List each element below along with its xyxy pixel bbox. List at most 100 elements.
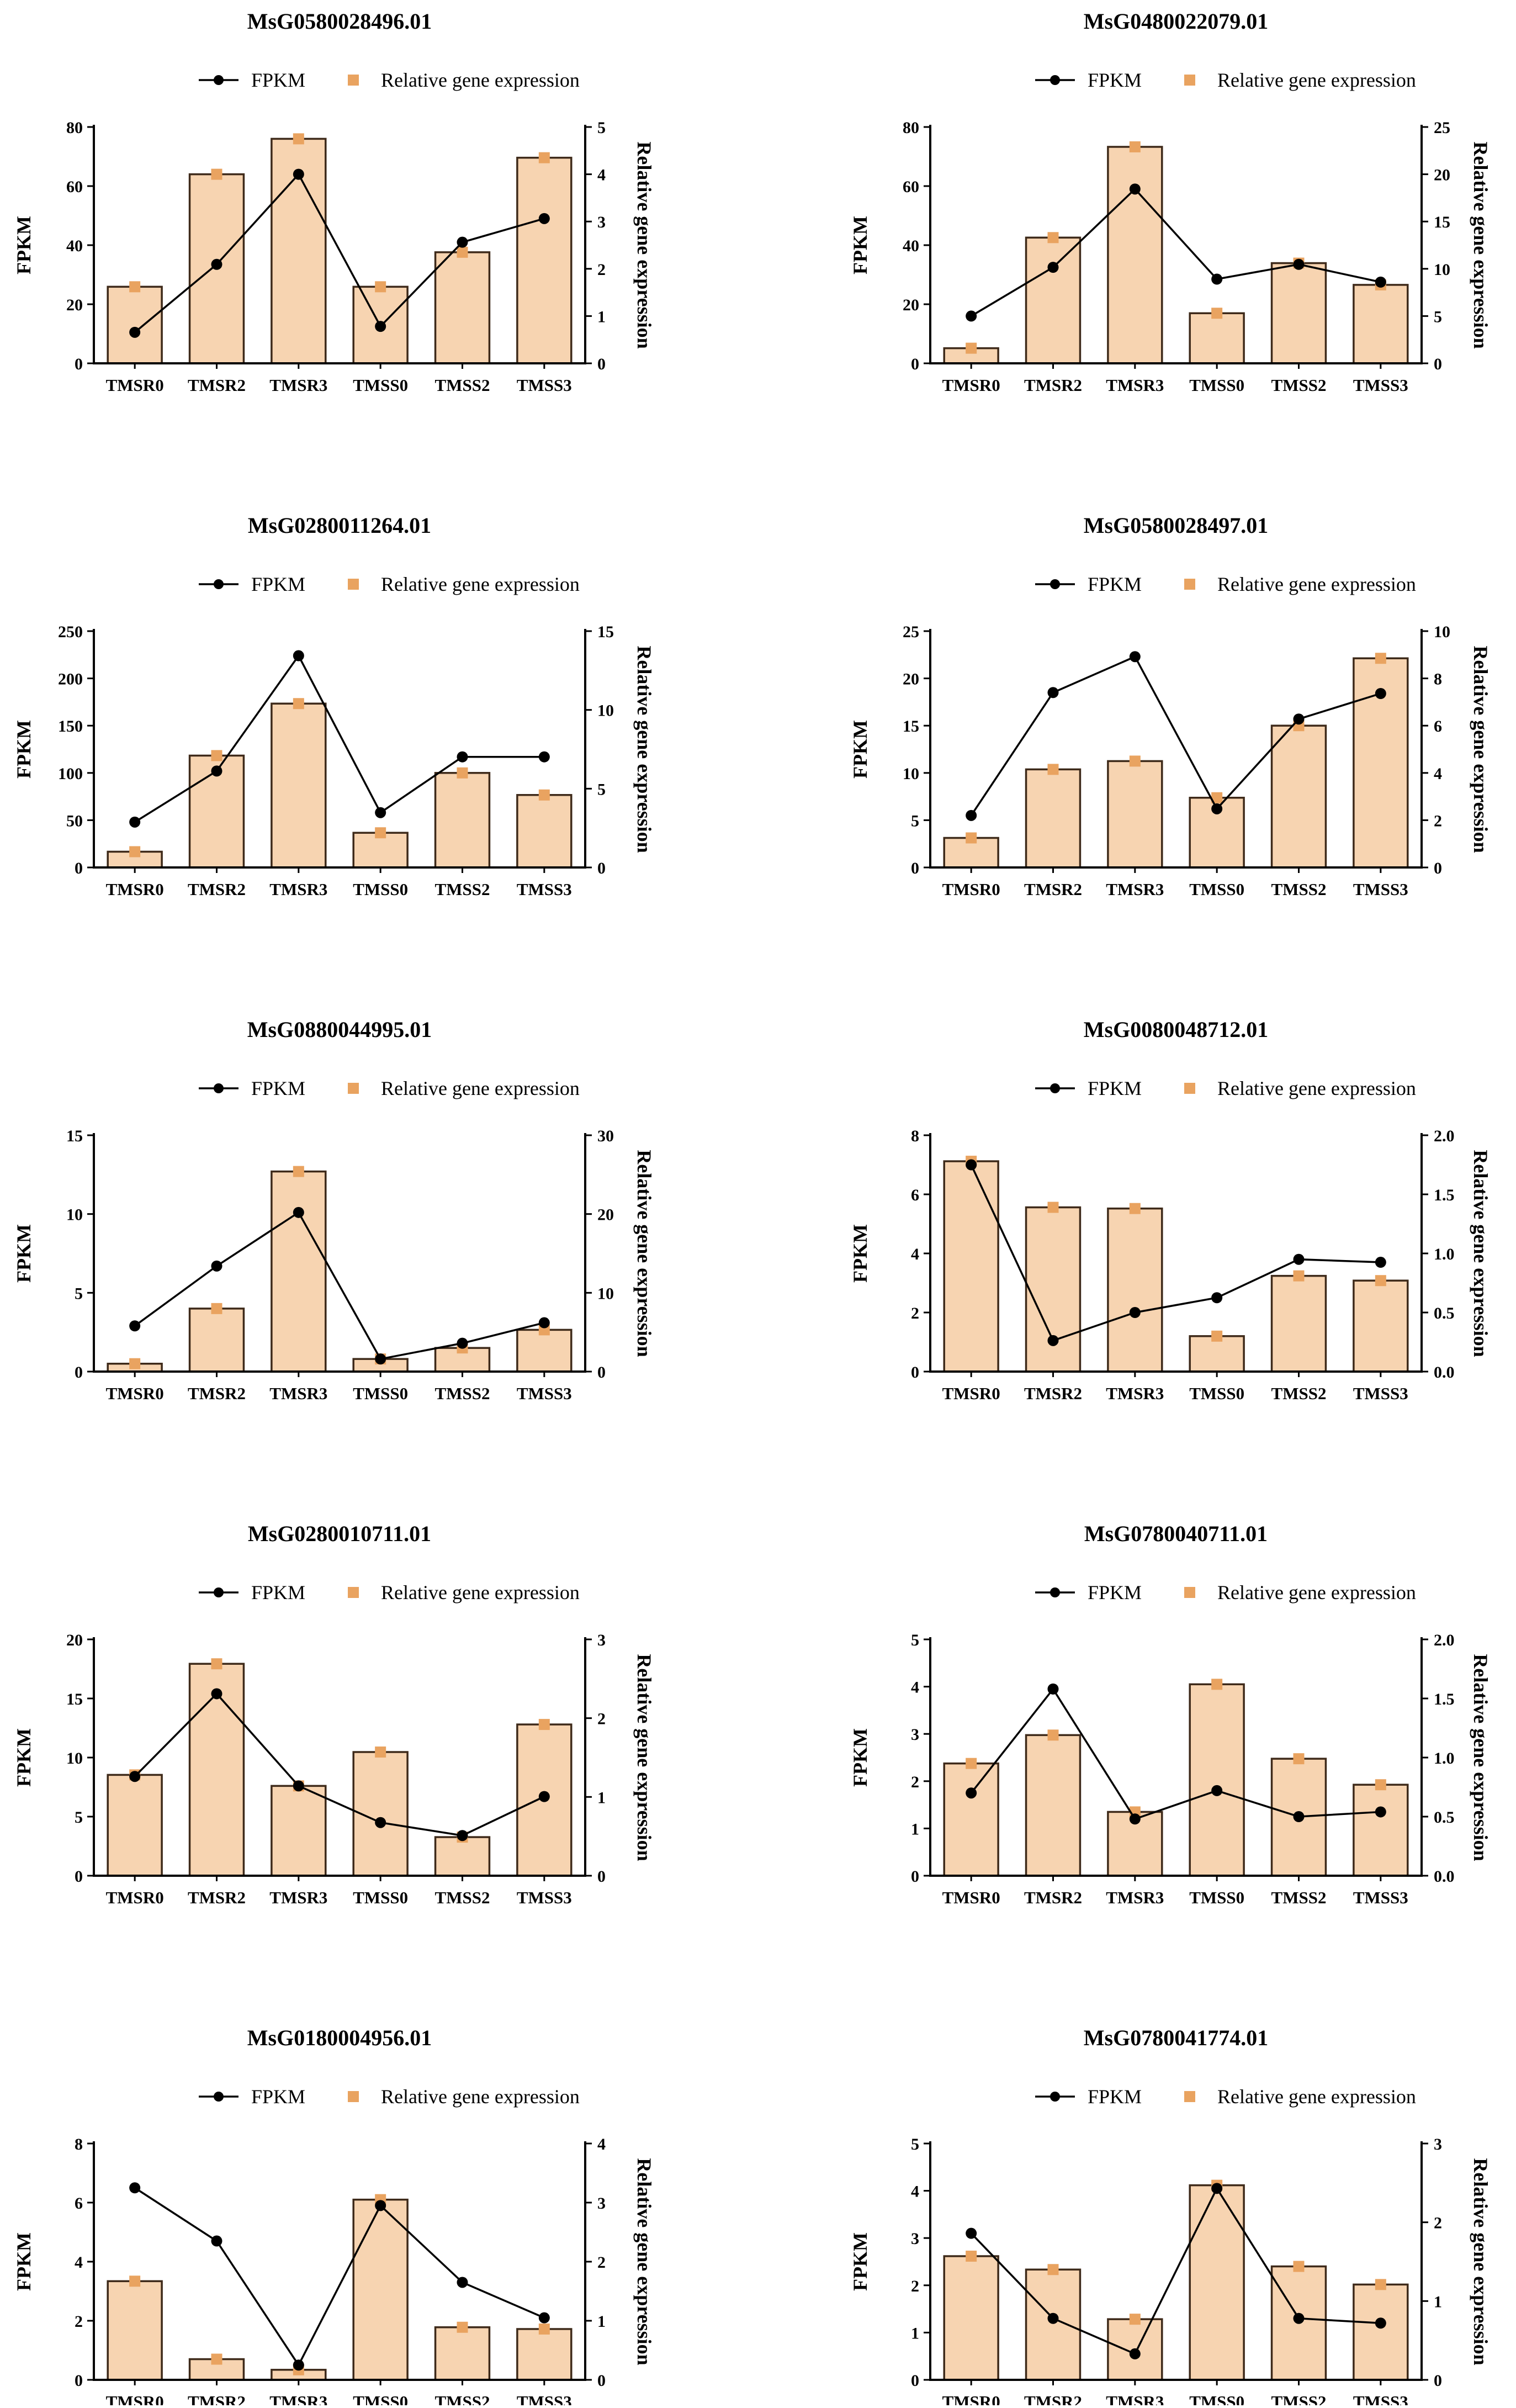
- fpkm-series-line: [971, 187, 1381, 317]
- left-tick-label: 10: [903, 765, 919, 783]
- relative-marker-TMSS0: [1211, 1679, 1223, 1690]
- left-tick-label: 60: [903, 178, 919, 196]
- right-tick-label: 0: [1434, 2372, 1442, 2390]
- relative-marker-TMSS3: [1375, 2279, 1386, 2290]
- relative-marker-TMSR3: [293, 133, 304, 145]
- left-tick-label: 20: [66, 1631, 83, 1649]
- x-tick-label: TMSR2: [188, 375, 246, 395]
- right-tick-label: 4: [597, 166, 606, 184]
- y-axis-title: FPKM: [13, 1224, 35, 1283]
- fpkm-series-line: [134, 654, 544, 823]
- bar-TMSR2: [1025, 2268, 1082, 2381]
- bar-TMSS3: [1353, 2283, 1409, 2381]
- right-tick-label: 1: [1434, 2293, 1442, 2311]
- left-tick-label: 3: [911, 1726, 919, 1744]
- bar-TMSS0: [1189, 1683, 1245, 1877]
- bar-TMSS3: [516, 2328, 573, 2381]
- fpkm-point-TMSS2: [457, 2277, 468, 2288]
- fpkm-point-TMSR2: [1047, 1335, 1059, 1346]
- relative-marker-TMSR0: [129, 281, 141, 293]
- fpkm-point-TMSS3: [538, 751, 550, 763]
- x-tick-label: TMSS2: [1271, 1888, 1327, 1907]
- fpkm-point-TMSS2: [457, 236, 468, 248]
- fpkm-point-TMSR0: [129, 326, 141, 338]
- y2-axis-title: Relative gene expression: [633, 1654, 655, 1861]
- x-tick-label: TMSS0: [353, 1384, 408, 1403]
- relative-marker-TMSR3: [293, 698, 304, 710]
- fpkm-series-line: [134, 1692, 545, 1837]
- x-tick-label: TMSS0: [1189, 880, 1244, 899]
- right-tick-label: 10: [597, 1284, 614, 1303]
- bar-TMSR3: [1107, 146, 1163, 364]
- relative-marker-TMSS2: [457, 2321, 468, 2333]
- fpkm-point-TMSS3: [538, 1791, 550, 1802]
- y2-axis-title: Relative gene expression: [633, 1150, 655, 1357]
- bar-TMSS3: [1353, 1783, 1409, 1877]
- chart-panel-7: MsG0280010711.01 FPKM Relative gene expres…: [13, 1521, 655, 1907]
- x-tick-label: TMSR3: [269, 375, 327, 395]
- left-tick-label: 0: [75, 1363, 83, 1382]
- legend-marker-swatch: [348, 75, 359, 86]
- fpkm-point-TMSR3: [1129, 651, 1141, 663]
- relative-marker-TMSR3: [1129, 141, 1141, 152]
- fpkm-point-TMSR3: [293, 650, 304, 661]
- left-tick-label: 4: [911, 2183, 919, 2201]
- legend-dot-swatch: [1050, 75, 1060, 85]
- x-tick-label: TMSR2: [1024, 375, 1082, 395]
- x-tick-label: TMSR0: [106, 375, 164, 395]
- y-axis-title: FPKM: [13, 1728, 35, 1787]
- left-tick-label: 2: [75, 2312, 83, 2331]
- left-tick-label: 10: [66, 1749, 83, 1767]
- left-tick-label: 80: [66, 119, 83, 137]
- x-tick-label: TMSS2: [435, 375, 490, 395]
- x-tick-label: TMSR0: [106, 1888, 164, 1907]
- relative-marker-TMSS2: [1293, 2261, 1305, 2272]
- x-tick-label: TMSR0: [106, 2392, 164, 2405]
- y2-axis-title: Relative gene expression: [633, 645, 655, 853]
- legend-label-relative: Relative gene expression: [381, 2086, 580, 2108]
- bar-TMSS0: [352, 832, 409, 869]
- right-tick-label: 2: [1434, 812, 1442, 830]
- legend-dot-swatch: [214, 1587, 224, 1597]
- fpkm-point-TMSR0: [966, 2227, 977, 2239]
- y-axis-title: FPKM: [13, 2232, 35, 2291]
- fpkm-point-TMSR2: [1047, 2312, 1059, 2324]
- legend-label-relative: Relative gene expression: [381, 573, 580, 595]
- fpkm-point-TMSR3: [1129, 2348, 1141, 2359]
- right-tick-label: 15: [1434, 213, 1450, 231]
- left-tick-label: 250: [58, 623, 83, 641]
- legend-label-relative: Relative gene expression: [381, 1077, 580, 1099]
- x-tick-label: TMSS3: [517, 1888, 572, 1907]
- x-tick-label: TMSS0: [353, 2392, 408, 2405]
- fpkm-series-line: [134, 172, 545, 334]
- fpkm-point-TMSS0: [375, 1353, 386, 1365]
- left-tick-label: 0: [911, 2372, 919, 2390]
- legend-label-fpkm: FPKM: [1088, 1581, 1142, 1603]
- left-tick-label: 100: [58, 765, 83, 783]
- legend-label-fpkm: FPKM: [251, 1581, 305, 1603]
- chart-title: MsG0480022079.01: [1084, 9, 1268, 34]
- right-tick-label: 10: [1434, 623, 1450, 641]
- relative-marker-TMSS2: [457, 246, 468, 258]
- y-axis-title: FPKM: [849, 720, 871, 779]
- bar-TMSS2: [434, 772, 491, 869]
- x-tick-label: TMSS3: [1353, 880, 1408, 899]
- relative-marker-TMSR0: [129, 1358, 141, 1369]
- fpkm-point-TMSR3: [293, 1780, 304, 1792]
- x-tick-label: TMSR3: [269, 1384, 327, 1403]
- right-tick-label: 2: [597, 1710, 606, 1728]
- left-tick-label: 40: [903, 237, 919, 255]
- fpkm-point-TMSS3: [1375, 1806, 1386, 1818]
- fpkm-series-line: [970, 1687, 1381, 1820]
- left-tick-label: 8: [75, 2135, 83, 2153]
- legend-dot-swatch: [1050, 579, 1060, 589]
- relative-marker-TMSR2: [211, 1303, 222, 1314]
- x-tick-label: TMSR2: [1024, 1384, 1082, 1403]
- relative-marker-TMSR3: [1129, 2314, 1141, 2325]
- x-tick-label: TMSS3: [517, 2392, 572, 2405]
- relative-marker-TMSR2: [211, 750, 222, 761]
- relative-marker-TMSS2: [1293, 1753, 1305, 1765]
- chart-title: MsG0580028497.01: [1084, 513, 1268, 538]
- x-tick-label: TMSR3: [1106, 1888, 1164, 1907]
- relative-marker-TMSR2: [211, 2353, 222, 2365]
